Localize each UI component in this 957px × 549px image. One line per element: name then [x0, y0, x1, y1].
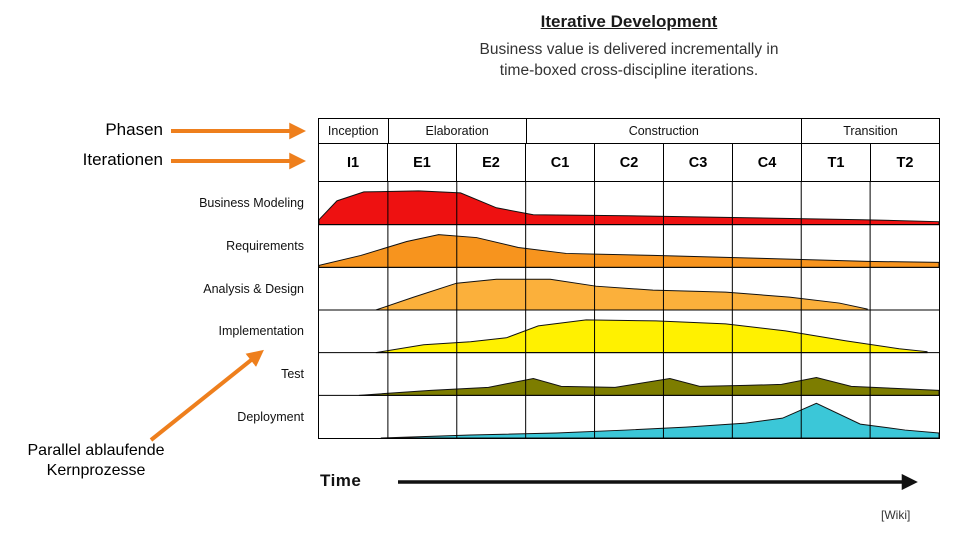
- phasen-label: Phasen: [105, 120, 163, 139]
- iteration-cell-c3: C3: [664, 144, 733, 181]
- effort-hump-business-modeling: [319, 190, 939, 226]
- phase-cell-transition: Transition: [843, 124, 898, 138]
- phase-cell-elaboration: Elaboration: [389, 119, 527, 143]
- row-label-analysis-design: Analysis & Design: [203, 281, 304, 296]
- row-label-deployment: Deployment: [237, 409, 304, 424]
- iteration-cell-i1: I1: [319, 144, 388, 181]
- iteration-cell-t1: T1: [802, 144, 871, 181]
- parallel-kernprozesse-label: Parallel ablaufende Kernprozesse: [2, 441, 190, 481]
- subtitle-line-2: time-boxed cross-discipline iterations.: [499, 62, 759, 79]
- iteration-cell-t2: T2: [896, 154, 914, 171]
- chart-header: Iterative Development Business value is …: [318, 12, 940, 81]
- effort-hump-implementation: [375, 319, 928, 354]
- subtitle-line-1: Business value is delivered incrementall…: [479, 41, 779, 58]
- phase-header-row: Inception Elaboration Construction Trans…: [319, 119, 939, 144]
- subtitle: Business value is delivered incrementall…: [318, 39, 940, 81]
- phase-cell-inception: Inception: [319, 119, 389, 143]
- page-title: Iterative Development: [540, 12, 718, 31]
- iterationen-label: Iterationen: [82, 150, 163, 169]
- effort-hump-deployment: [380, 402, 939, 438]
- iteration-header-row: I1 E1 E2 C1 C2 C3 C4 T1 T2: [319, 144, 939, 182]
- row-label-requirements: Requirements: [226, 239, 304, 253]
- row-label-business-modeling: Business Modeling: [199, 196, 304, 211]
- iteration-cell-c4: C4: [733, 144, 802, 181]
- row-label-test: Test: [281, 367, 304, 382]
- effort-humps-canvas: [319, 182, 939, 438]
- time-axis-label: Time: [320, 471, 362, 490]
- iteration-cell-e2: E2: [457, 144, 526, 181]
- iteration-chart: Inception Elaboration Construction Trans…: [318, 118, 940, 439]
- iteration-cell-c2: C2: [595, 144, 664, 181]
- discipline-labels: Business Modeling Requirements Analysis …: [0, 182, 311, 438]
- phase-cell-construction: Construction: [527, 119, 802, 143]
- parallel-label-line-2: Kernprozesse: [46, 462, 146, 479]
- effort-hump-test: [358, 376, 939, 396]
- parallel-label-line-1: Parallel ablaufende: [27, 442, 165, 459]
- row-label-implementation: Implementation: [218, 324, 304, 339]
- citation: [Wiki]: [881, 508, 911, 522]
- iteration-cell-c1: C1: [526, 144, 595, 181]
- effort-hump-requirements: [319, 234, 939, 268]
- effort-hump-analysis-design: [375, 278, 868, 311]
- iteration-cell-e1: E1: [388, 144, 457, 181]
